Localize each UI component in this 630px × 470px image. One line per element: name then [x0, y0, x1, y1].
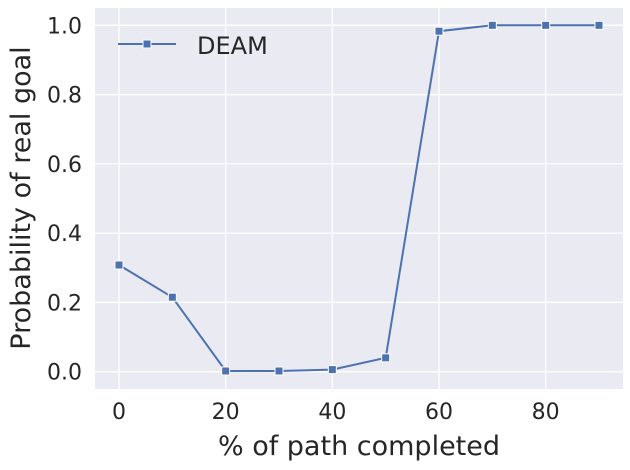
y-tick-label: 1.0	[47, 14, 82, 39]
y-tick-label: 0.0	[47, 361, 82, 386]
series-line	[118, 24, 599, 372]
y-tick-label: 0.2	[47, 291, 82, 316]
data-point	[381, 353, 391, 363]
data-point	[487, 20, 497, 30]
data-point	[434, 26, 444, 36]
x-tick-label: 60	[425, 400, 453, 425]
y-tick-label: 0.8	[47, 84, 82, 109]
x-tick-label: 80	[532, 400, 560, 425]
data-point	[167, 292, 177, 302]
data-point	[327, 365, 337, 375]
data-point	[594, 20, 604, 30]
gridlines	[95, 8, 623, 389]
legend: DEAM	[118, 32, 268, 60]
y-axis-label: Probability of real goal	[6, 46, 37, 349]
legend-square-marker-icon	[142, 39, 152, 49]
data-point	[541, 20, 551, 30]
data-point	[221, 366, 231, 376]
x-tick-label: 40	[318, 400, 346, 425]
x-tick-label: 20	[212, 400, 240, 425]
x-tick-label: 0	[112, 400, 126, 425]
legend-label: DEAM	[197, 32, 268, 60]
y-tick-label: 0.4	[47, 222, 82, 247]
y-tick-label: 0.6	[47, 153, 82, 178]
plot-area	[95, 8, 623, 389]
data-point	[114, 260, 124, 270]
series-layer	[114, 20, 604, 376]
ticks-layer: 0 20 40 60 80 0.0 0.2 0.4 0.6 0.8 1.0	[47, 14, 560, 425]
x-axis-label: % of path completed	[218, 431, 500, 462]
data-point	[274, 366, 284, 376]
